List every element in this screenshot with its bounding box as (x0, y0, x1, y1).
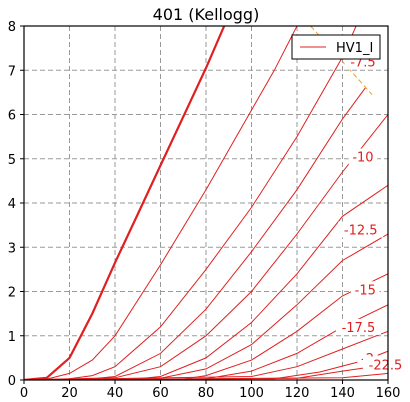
dissipation-limit-line (310, 26, 373, 95)
contour-label: -10 (352, 151, 373, 166)
contour-label: -17.5 (342, 321, 376, 336)
plate-curve-line (24, 114, 388, 380)
x-tick-label: 160 (376, 386, 401, 401)
x-tick-label: 120 (285, 386, 310, 401)
curve-group (24, 26, 388, 380)
y-tick-label: 5 (8, 153, 16, 168)
contour-label-bg (335, 318, 381, 335)
legend-label: HV1_I (336, 41, 373, 56)
series-line-hv1-i (24, 26, 226, 380)
x-tick-label: 20 (61, 386, 78, 401)
contour-label: -22.5 (369, 359, 403, 374)
y-tick-label: 4 (8, 197, 16, 212)
y-tick-label: 7 (8, 64, 16, 79)
y-axis-ticks: 0 1 2 3 4 5 6 7 8 (8, 20, 24, 389)
contour-label-bg (350, 281, 380, 298)
contour-label: -15 (355, 283, 376, 298)
x-tick-label: 60 (152, 386, 169, 401)
y-tick-label: 8 (8, 20, 16, 35)
x-tick-label: 100 (239, 386, 264, 401)
grid-lines (24, 26, 388, 380)
plate-curve-line (24, 372, 388, 380)
plate-curve-line (24, 26, 298, 380)
contour-label-bg (348, 148, 378, 165)
contour-label-bg (338, 221, 384, 238)
chart-title: 401 (Kellogg) (153, 5, 260, 24)
x-tick-label: 0 (20, 386, 28, 401)
y-tick-label: 6 (8, 109, 16, 124)
contour-label: -12.5 (344, 224, 378, 239)
plate-curve-line (24, 330, 388, 380)
plate-curve-line (24, 26, 357, 380)
y-tick-label: 3 (8, 241, 16, 256)
contour-label-bg (363, 356, 408, 373)
x-tick-label: 40 (107, 386, 124, 401)
legend: HV1_I (291, 34, 381, 60)
x-tick-label: 140 (330, 386, 355, 401)
y-tick-label: 2 (8, 286, 16, 301)
y-tick-label: 0 (8, 374, 16, 389)
x-tick-label: 80 (198, 386, 215, 401)
x-axis-ticks: 0 20 40 60 80 100 120 140 160 (20, 380, 401, 401)
y-tick-label: 1 (8, 330, 16, 345)
